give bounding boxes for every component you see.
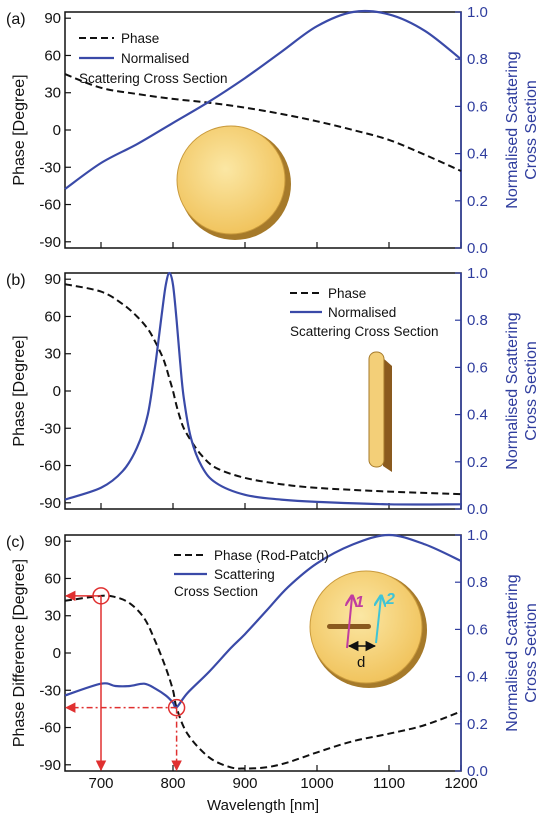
panel-a: 90 60 30 0 -30 -60 -90 1.0 0.8 0.6 0.4 0.2 0.0 (a) P… (6, 4, 540, 257)
y-right-tick-label: 1.0 (467, 4, 488, 21)
legend: Phase Normalised Scattering Cross Sectio… (290, 286, 439, 339)
plot-frame (64, 272, 462, 510)
legend-scattering-label-line1: Scattering (214, 567, 275, 582)
axes: 90 60 30 0 -30 -60 -90 1.0 0.8 0.6 0.4 0.2 0.0 (39, 4, 488, 257)
y-left-tick-label: -60 (39, 458, 61, 475)
panel-label: (c) (6, 534, 25, 551)
y-axis-right-label-line2: Cross Section (523, 603, 540, 703)
y-left-tick-label: 0 (53, 122, 61, 139)
y-left-tick-label: -60 (39, 197, 61, 214)
y-right-tick-label: 0.4 (467, 669, 488, 686)
y-right-tick-label: 0.0 (467, 501, 488, 518)
x-axis-label: Wavelength [nm] (207, 797, 319, 814)
scattering-series-line (64, 9, 462, 190)
y-left-tick-label: -90 (39, 757, 61, 774)
legend: Phase (Rod-Patch) Scattering Cross Secti… (174, 548, 329, 599)
legend-scattering-label-line2: Cross Section (174, 584, 258, 599)
y-right-tick-label: 0.6 (467, 621, 488, 638)
distance-label: d (357, 654, 365, 671)
panel-c: 90 60 30 0 -30 -60 -90 1.0 0.8 0.6 0.4 0.2 0.0 700 800… (6, 527, 540, 792)
legend-scattering-label-line1: Normalised (121, 51, 189, 66)
y-left-tick-label: 30 (44, 346, 61, 363)
y-left-tick-label: -30 (39, 682, 61, 699)
y-left-tick-label: 90 (44, 10, 61, 27)
y-left-tick-label: 60 (44, 570, 61, 587)
y-right-tick-label: 0.2 (467, 193, 488, 210)
y-right-tick-label: 0.6 (467, 359, 488, 376)
rod-icon (368, 351, 392, 472)
y-right-tick-label: 0.4 (467, 146, 488, 163)
y-left-tick-label: 0 (53, 645, 61, 662)
y-right-tick-label: 0.2 (467, 716, 488, 733)
vector-2-label: 2 (385, 591, 395, 608)
y-right-tick-label: 1.0 (467, 265, 488, 282)
y-axis-right-label-line2: Cross Section (523, 80, 540, 180)
y-left-tick-label: 90 (44, 271, 61, 288)
phase-series-line (64, 283, 462, 496)
y-right-tick-label: 1.0 (467, 527, 488, 544)
legend-phase-label: Phase (328, 286, 366, 301)
y-left-tick-label: 60 (44, 308, 61, 325)
panel-label: (a) (6, 11, 26, 28)
y-right-tick-label: 0.2 (467, 454, 488, 471)
phase-series-line (64, 73, 462, 172)
disk-icon (176, 125, 291, 240)
y-right-tick-label: 0.6 (467, 98, 488, 115)
y-right-tick-label: 0.4 (467, 407, 488, 424)
x-tick-label: 1200 (444, 775, 477, 792)
legend-phase-label: Phase (121, 31, 159, 46)
y-right-tick-label: 0.0 (467, 763, 488, 780)
vector-2-arrow (376, 597, 381, 644)
vector-1-arrow (347, 597, 352, 649)
phase-series-line (64, 594, 462, 770)
legend-phase-label: Phase (Rod-Patch) (214, 548, 329, 563)
x-tick-label: 900 (232, 775, 257, 792)
y-right-tick-label: 0.8 (467, 312, 488, 329)
y-left-tick-label: 30 (44, 85, 61, 102)
y-left-tick-label: -60 (39, 720, 61, 737)
y-axis-right-label-line2: Cross Section (523, 341, 540, 441)
scattering-series-line (64, 271, 462, 506)
y-right-tick-label: 0.0 (467, 240, 488, 257)
curves (64, 9, 462, 190)
axes: 90 60 30 0 -30 -60 -90 1.0 0.8 0.6 0.4 0.2 0.0 (39, 265, 488, 518)
x-tick-label: 1100 (373, 775, 405, 792)
legend: Phase Normalised Scattering Cross Sectio… (79, 31, 228, 86)
y-left-tick-label: 30 (44, 608, 61, 625)
curves (64, 271, 462, 506)
curves (64, 533, 462, 770)
scattering-series-line (64, 533, 462, 709)
axes: 90 60 30 0 -30 -60 -90 1.0 0.8 0.6 0.4 0.2 0.0 700 800… (39, 527, 488, 792)
y-left-tick-label: -30 (39, 420, 61, 437)
x-tick-label: 1000 (300, 775, 333, 792)
rod-patch-icon: 1 2 d (309, 570, 427, 688)
y-left-tick-label: 60 (44, 47, 61, 64)
legend-scattering-label-line1: Normalised (328, 305, 396, 320)
y-axis-right-label-line1: Normalised Scattering (504, 574, 521, 731)
y-left-tick-label: 0 (53, 383, 61, 400)
x-tick-label: 700 (88, 775, 113, 792)
y-right-tick-label: 0.8 (467, 574, 488, 591)
x-tick-label: 800 (160, 775, 185, 792)
y-axis-left-label: Phase [Degree] (11, 74, 28, 185)
y-left-tick-label: 90 (44, 533, 61, 550)
panel-label: (b) (6, 272, 26, 289)
y-right-tick-label: 0.8 (467, 51, 488, 68)
y-left-tick-label: -90 (39, 234, 61, 251)
marker-circle (167, 698, 186, 717)
legend-scattering-label-line2: Scattering Cross Section (79, 71, 228, 86)
y-axis-right-label-line1: Normalised Scattering (504, 51, 521, 208)
y-axis-left-label: Phase Difference [Degree] (11, 559, 28, 747)
y-axis-right-label-line1: Normalised Scattering (504, 312, 521, 469)
y-left-tick-label: -30 (39, 159, 61, 176)
vector-1-label: 1 (355, 594, 364, 611)
legend-scattering-label-line2: Scattering Cross Section (290, 324, 439, 339)
annotation-overlay (64, 587, 186, 772)
y-left-tick-label: -90 (39, 495, 61, 512)
y-axis-left-label: Phase [Degree] (11, 335, 28, 446)
panel-b: 90 60 30 0 -30 -60 -90 1.0 0.8 0.6 0.4 0.2 0.0 (b) P… (6, 265, 540, 518)
